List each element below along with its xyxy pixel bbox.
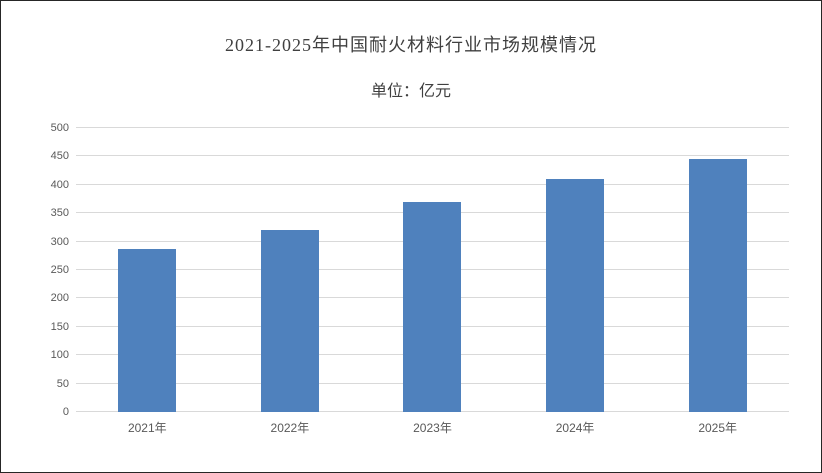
y-axis-tick-label: 150 xyxy=(50,320,69,333)
gridline xyxy=(76,183,789,185)
x-axis-tick-label: 2024年 xyxy=(555,421,595,435)
gridline xyxy=(76,155,789,157)
y-axis-tick-label: 250 xyxy=(50,264,69,276)
x-axis-tick-label: 2022年 xyxy=(270,421,310,435)
y-axis-tick-label: 350 xyxy=(50,207,69,220)
x-axis-tick-label: 2023年 xyxy=(413,421,452,435)
bar-column xyxy=(646,128,789,412)
y-axis-tick-label: 200 xyxy=(50,292,69,305)
y-axis-tick-label: 50 xyxy=(56,377,69,390)
x-axis: 2021年 2022年 2023年 2024年 2025年 xyxy=(76,419,789,436)
y-axis: 0 50 100 150 200 250 300 350 400 450 500 xyxy=(31,122,69,418)
y-axis-tick-label: 450 xyxy=(50,150,69,163)
y-axis-tick-label: 500 xyxy=(50,122,69,134)
bar-2021年 xyxy=(118,248,177,412)
y-axis-tick-label: 0 xyxy=(62,406,69,418)
bar-column xyxy=(504,128,647,412)
y-axis-tick-label: 400 xyxy=(50,178,69,191)
bar-2022年 xyxy=(260,230,319,412)
chart-subtitle: 单位：亿元 xyxy=(370,83,451,100)
bar-column xyxy=(361,128,504,412)
y-axis-tick-label: 100 xyxy=(50,349,69,362)
bar-column xyxy=(76,128,219,412)
plot-area xyxy=(76,127,789,412)
x-axis-tick-label: 2021年 xyxy=(127,421,167,435)
bar-2024年 xyxy=(546,179,605,412)
x-axis-tick-label: 2025年 xyxy=(698,421,738,435)
bars-layer xyxy=(76,128,789,412)
chart-title: 2021-2025年中国耐火材料行业市场规模情况 xyxy=(225,35,597,55)
y-axis-tick-label: 300 xyxy=(50,235,69,248)
bar-column xyxy=(219,128,362,412)
gridline xyxy=(76,127,789,128)
bar-2025年 xyxy=(688,159,747,412)
bar-2023年 xyxy=(403,201,462,412)
